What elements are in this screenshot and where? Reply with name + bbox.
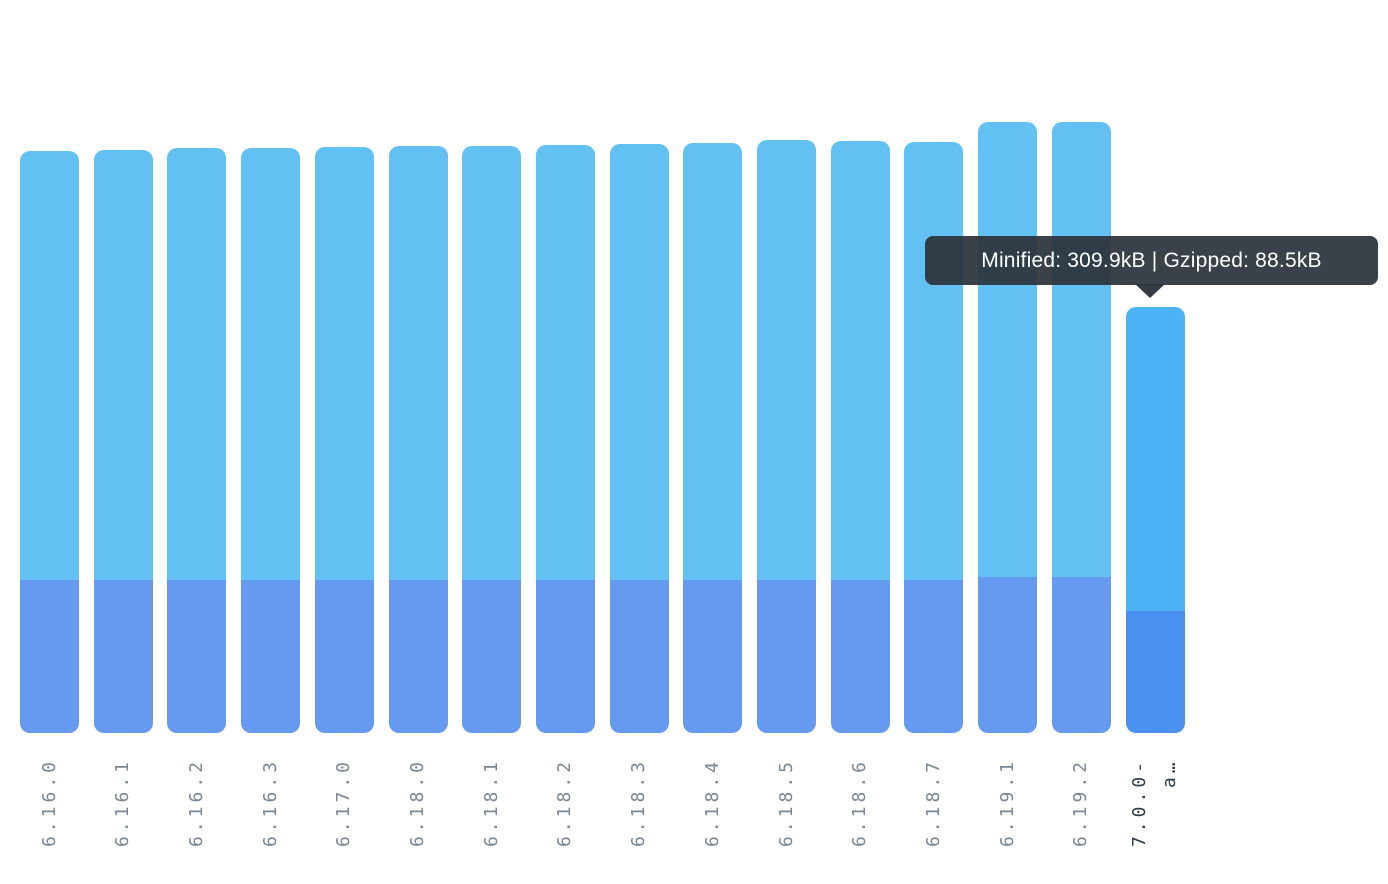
bar-gzipped-segment	[904, 580, 964, 733]
bar-6.19.1[interactable]	[978, 121, 1038, 733]
bar-minified-segment	[683, 143, 743, 580]
x-tick-label: 6.19.2	[1070, 758, 1092, 848]
tooltip-text: Minified: 309.9kB | Gzipped: 88.5kB	[981, 248, 1322, 272]
bar-6.18.2[interactable]	[535, 145, 595, 733]
x-tick-label: 6.18.2	[554, 758, 576, 848]
bar-gzipped-segment	[757, 580, 816, 733]
bar-gzipped-segment	[1125, 611, 1185, 733]
x-tick-label: 6.19.1	[996, 758, 1018, 848]
bar-minified-segment	[20, 151, 79, 580]
bar-minified-segment	[1051, 121, 1111, 577]
bar-gzipped-segment	[609, 580, 669, 733]
bar-gzipped-segment	[167, 580, 227, 733]
bar-minified-segment	[978, 121, 1038, 577]
bar-6.16.1[interactable]	[93, 150, 153, 733]
bar-6.18.4[interactable]	[683, 143, 743, 733]
bar-gzipped-segment	[535, 580, 595, 733]
bar-minified-segment	[609, 144, 669, 580]
bar-minified-segment	[535, 145, 595, 580]
bar-6.16.2[interactable]	[167, 148, 227, 733]
x-tick-label: 6.18.5	[775, 758, 797, 848]
bar-7.0.0-a…[interactable]	[1125, 307, 1185, 733]
bar-minified-segment	[462, 145, 522, 580]
bar-minified-segment	[757, 140, 816, 580]
x-tick-label: 6.16.3	[259, 758, 281, 848]
bar-minified-segment	[1125, 307, 1185, 612]
bar-gzipped-segment	[683, 580, 743, 733]
bar-6.18.7[interactable]	[904, 141, 964, 733]
bar-6.18.6[interactable]	[830, 141, 890, 733]
x-tick-label: 7.0.0- a…	[1129, 758, 1180, 848]
bar-6.18.0[interactable]	[388, 145, 448, 733]
x-tick-label: 6.18.4	[701, 758, 723, 848]
bar-minified-segment	[93, 150, 153, 580]
bar-minified-segment	[388, 145, 448, 580]
bar-gzipped-segment	[830, 580, 890, 733]
bar-6.16.0[interactable]	[20, 151, 79, 733]
bar-6.16.3[interactable]	[241, 147, 301, 733]
x-tick-label: 6.16.0	[38, 758, 60, 848]
bar-minified-segment	[830, 141, 890, 580]
bar-gzipped-segment	[388, 580, 448, 733]
bar-minified-segment	[241, 147, 301, 580]
x-tick-label: 6.18.6	[849, 758, 871, 848]
size-tooltip: Minified: 309.9kB | Gzipped: 88.5kB	[925, 236, 1378, 298]
bar-gzipped-segment	[1051, 577, 1111, 733]
bar-6.18.1[interactable]	[462, 145, 522, 733]
bar-gzipped-segment	[462, 580, 522, 733]
bar-6.18.5[interactable]	[757, 140, 816, 733]
bar-gzipped-segment	[20, 580, 79, 733]
tooltip-arrow-icon	[1135, 284, 1165, 298]
bar-minified-segment	[904, 141, 964, 580]
bar-gzipped-segment	[241, 580, 301, 733]
x-tick-label: 6.17.0	[333, 758, 355, 848]
bar-6.19.2[interactable]	[1051, 121, 1111, 733]
bar-minified-segment	[314, 146, 374, 580]
x-tick-label: 6.18.3	[628, 758, 650, 848]
x-tick-label: 6.16.1	[112, 758, 134, 848]
bar-6.18.3[interactable]	[609, 144, 669, 733]
bar-gzipped-segment	[978, 577, 1038, 733]
bar-minified-segment	[167, 148, 227, 580]
x-tick-label: 6.16.2	[185, 758, 207, 848]
x-tick-label: 6.18.0	[407, 758, 428, 848]
x-tick-label: 6.18.7	[922, 758, 944, 848]
bar-gzipped-segment	[314, 580, 374, 733]
x-tick-label: 6.18.1	[480, 758, 502, 848]
bar-6.17.0[interactable]	[314, 146, 374, 733]
bar-gzipped-segment	[93, 580, 153, 733]
